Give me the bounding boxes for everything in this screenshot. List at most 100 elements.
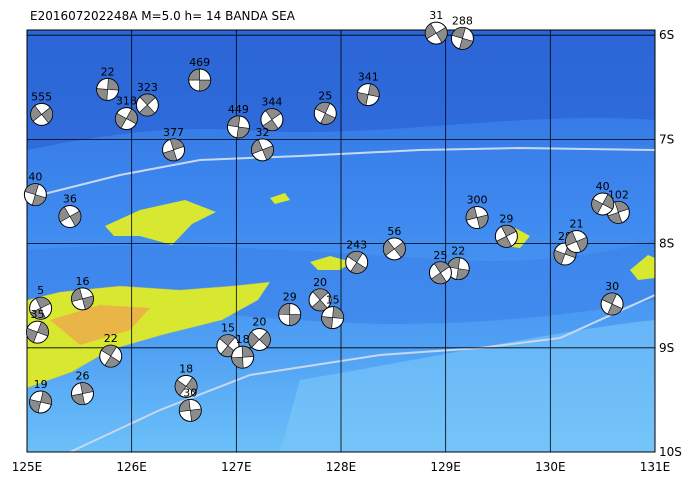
focal-mechanism: 30 (600, 280, 624, 316)
lat-tick-label: 10S (659, 445, 682, 459)
depth-label: 323 (137, 81, 158, 94)
depth-label: 30 (183, 386, 197, 399)
depth-label: 21 (570, 218, 584, 231)
beachball-compression (430, 261, 450, 285)
depth-label: 20 (252, 315, 266, 328)
focal-mechanism: 5 (29, 284, 53, 320)
beachball-compression (58, 206, 82, 227)
focal-mechanism: 15 (216, 322, 240, 358)
beachball-compression (71, 287, 94, 310)
depth-label: 341 (358, 71, 379, 84)
beachball-compression (138, 93, 156, 117)
depth-label: 31 (429, 9, 443, 22)
beachball-compression (383, 239, 406, 258)
depth-label: 18 (179, 362, 193, 375)
focal-mechanism: 288 (450, 14, 474, 50)
depth-label: 35 (30, 308, 44, 321)
focal-mechanism: 20 (247, 315, 271, 351)
depth-label: 25 (433, 249, 447, 262)
focal-mechanism: 32 (251, 126, 274, 162)
focal-mechanism: 35 (25, 308, 49, 344)
focal-mechanism: 20 (308, 276, 332, 312)
depth-label: 32 (256, 126, 270, 139)
lon-tick-label: 126E (116, 460, 147, 474)
depth-label: 25 (318, 89, 332, 102)
beachball-compression (71, 382, 94, 405)
depth-label: 300 (467, 194, 488, 207)
focal-mechanism: 31 (424, 9, 448, 45)
focal-mechanism: 29 (494, 212, 518, 248)
focal-mechanism: 243 (345, 238, 369, 274)
beachball-compression (26, 321, 49, 343)
beachball-compression (251, 139, 274, 161)
focal-mechanism: 21 (565, 218, 588, 254)
depth-label: 5 (37, 284, 44, 297)
depth-label: 102 (608, 188, 629, 201)
focal-mechanism: 36 (58, 193, 82, 229)
focal-mechanism: 30 (178, 386, 202, 422)
depth-label: 22 (451, 245, 465, 258)
lon-tick-label: 125E (12, 460, 43, 474)
depth-label: 36 (63, 193, 77, 206)
focal-mechanism: 318 (114, 95, 138, 131)
depth-label: 20 (313, 276, 327, 289)
beachball-compression (424, 23, 448, 43)
depth-label: 22 (101, 65, 115, 78)
lon-tick-label: 129E (430, 460, 461, 474)
lat-tick-label: 8S (659, 237, 674, 251)
depth-label: 40 (28, 171, 42, 184)
depth-label: 15 (326, 294, 340, 307)
focal-mechanism: 40 (591, 180, 615, 216)
beachball-compression (248, 331, 271, 348)
depth-label: 377 (163, 126, 184, 139)
focal-mechanism: 341 (356, 71, 380, 107)
depth-label: 449 (228, 103, 249, 116)
focal-mechanism: 15 (321, 294, 345, 330)
focal-mechanism: 25 (428, 249, 452, 285)
focal-mechanism: 16 (70, 275, 94, 311)
focal-mechanism: 18 (231, 333, 255, 369)
focal-mechanism: 555 (30, 90, 54, 126)
beachball-compression (591, 193, 614, 215)
beachball-compression (29, 390, 52, 414)
depth-label: 344 (261, 96, 282, 109)
lat-tick-label: 6S (659, 28, 674, 42)
focal-mechanism: 469 (188, 56, 212, 92)
beachball-compression (356, 83, 380, 106)
beachball-compression (321, 306, 344, 329)
depth-label: 19 (34, 378, 48, 391)
depth-label: 26 (75, 370, 89, 383)
beachball-compression (227, 115, 250, 139)
beachball-compression (30, 296, 51, 320)
beachball-compression (188, 68, 212, 92)
depth-label: 30 (605, 280, 619, 293)
lon-tick-label: 130E (535, 460, 566, 474)
lon-tick-label: 128E (326, 460, 357, 474)
depth-label: 318 (116, 95, 137, 108)
focal-mechanism: 18 (174, 362, 198, 398)
beachball-compression (24, 183, 47, 206)
focal-mechanism: 449 (226, 103, 250, 139)
focal-mechanism: 29 (278, 290, 302, 326)
lat-tick-label: 9S (659, 341, 674, 355)
focal-mechanism: 56 (382, 225, 406, 261)
focal-mechanism: 26 (70, 370, 94, 406)
depth-label: 29 (283, 290, 297, 303)
lon-tick-label: 127E (221, 460, 252, 474)
focal-mechanism: 22 (96, 65, 120, 101)
depth-label: 555 (31, 90, 52, 103)
beachball-compression (262, 108, 282, 131)
beachball-compression (607, 201, 630, 224)
beachball-compression (314, 102, 336, 125)
beachball-compression (496, 225, 517, 248)
depth-label: 16 (75, 275, 89, 288)
focal-mechanism: 40 (23, 171, 47, 207)
depth-label: 243 (346, 238, 367, 251)
depth-label: 40 (596, 180, 610, 193)
beachball-compression (231, 345, 254, 369)
beachball-compression (347, 251, 367, 274)
title: E201607202248A M=5.0 h= 14 BANDA SEA (30, 9, 296, 23)
focal-mechanism: 377 (162, 126, 186, 162)
depth-label: 56 (387, 225, 401, 238)
